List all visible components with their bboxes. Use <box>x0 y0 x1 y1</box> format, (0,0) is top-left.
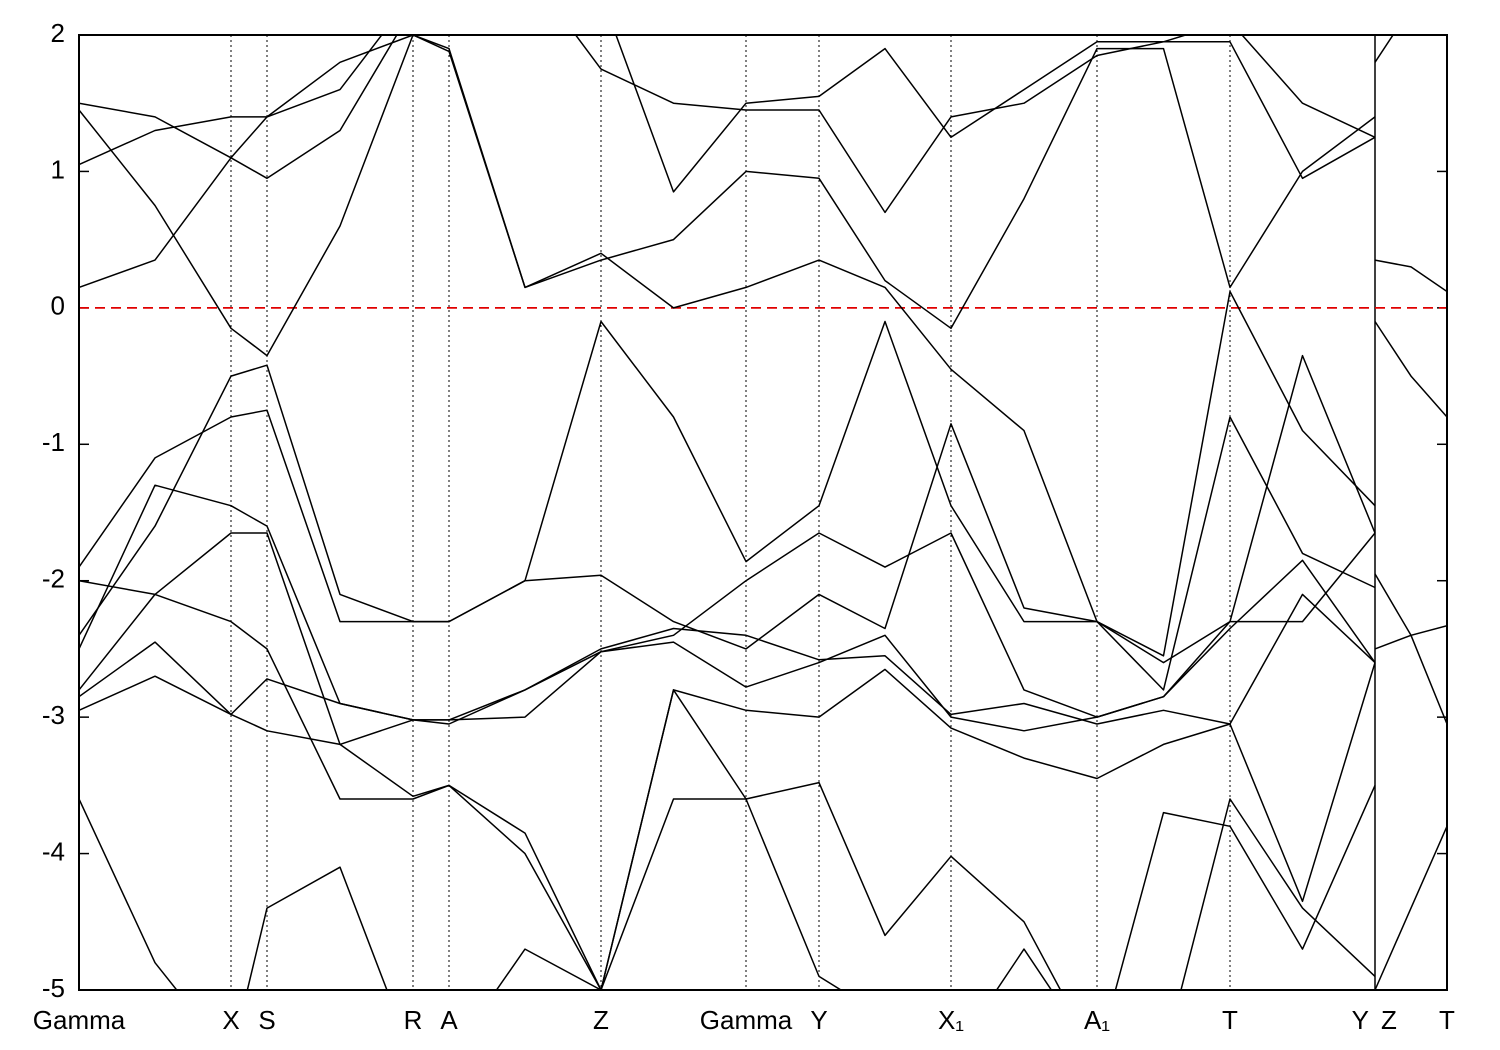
x-tick-label: X <box>222 1005 239 1035</box>
x-tick-label: Y <box>1352 1005 1369 1035</box>
x-tick-label: R <box>404 1005 423 1035</box>
y-tick-label: 0 <box>51 291 65 321</box>
x-tick-label: Z <box>1381 1005 1397 1035</box>
band-line <box>79 579 1376 990</box>
x-tick-label: T <box>1439 1005 1455 1035</box>
band-line <box>79 641 1376 990</box>
x-tick-label: S <box>258 1005 275 1035</box>
band-line <box>79 35 1376 193</box>
y-tick-label: -5 <box>42 973 65 1003</box>
y-tick-label: 2 <box>51 18 65 48</box>
x-tick-label: T <box>1222 1005 1238 1035</box>
band-line <box>79 532 1376 732</box>
x-tick-label: A₁ <box>1084 1005 1110 1035</box>
y-tick-label: -3 <box>42 700 65 730</box>
bands <box>79 35 1447 990</box>
x-tick-label: Z <box>593 1005 609 1035</box>
x-tick-label: Gamma <box>33 1005 126 1035</box>
y-tick-label: -1 <box>42 427 65 457</box>
band-line <box>79 320 1447 664</box>
y-tick-label: -4 <box>42 836 65 866</box>
x-tick-label: Y <box>810 1005 827 1035</box>
x-tick-label: X₁ <box>938 1005 964 1035</box>
y-tick-label: 1 <box>51 154 65 184</box>
x-tick-label: Gamma <box>700 1005 793 1035</box>
plot-frame <box>78 34 1448 991</box>
x-tick-label: A <box>440 1005 458 1035</box>
band-line <box>79 35 1447 330</box>
band-line <box>79 532 1376 746</box>
band-line <box>79 484 1376 725</box>
band-line <box>79 35 1447 657</box>
band-line <box>79 35 1394 214</box>
band-line <box>79 689 1447 990</box>
y-tick-label: -2 <box>42 564 65 594</box>
